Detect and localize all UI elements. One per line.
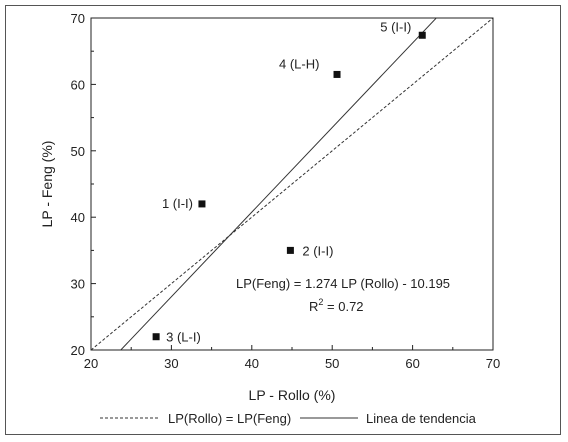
point-label: 1 (I-I) [162,196,193,211]
r-squared: R2 = 0.72 [309,297,364,314]
r2-base: R [309,299,318,314]
point-label: 5 (I-I) [380,19,411,34]
y-tick-label: 20 [71,343,85,358]
legend-label-equality: LP(Rollo) = LP(Feng) [168,411,291,426]
x-tick-label: 40 [245,356,259,371]
data-point [333,70,341,78]
trend-equation: LP(Feng) = 1.274 LP (Rollo) - 10.195 [236,276,450,291]
point-label: 4 (L-H) [279,56,319,71]
equality-line [91,18,493,350]
y-tick-label: 30 [71,277,85,292]
y-axis-title: LP - Feng (%) [39,141,55,228]
y-tick-label: 70 [71,11,85,26]
data-point [418,31,426,39]
r2-value: = 0.72 [323,299,363,314]
y-tick-label: 60 [71,77,85,92]
x-tick-label: 30 [164,356,178,371]
legend-label-trend: Linea de tendencia [366,411,477,426]
x-tick-label: 20 [84,356,98,371]
x-axis-title: LP - Rollo (%) [249,387,336,403]
data-point [198,200,206,208]
trend-line [120,18,437,350]
y-tick-label: 50 [71,144,85,159]
y-tick-label: 40 [71,210,85,225]
data-point [286,246,294,254]
point-label: 2 (I-I) [302,243,333,258]
figure-frame [5,5,561,435]
point-label: 3 (L-I) [166,330,201,345]
x-tick-label: 70 [486,356,500,371]
legend: LP(Rollo) = LP(Feng) Linea de tendencia [100,411,477,426]
data-point [152,333,160,341]
r2-superscript: 2 [318,297,323,307]
x-tick-label: 60 [405,356,419,371]
x-tick-label: 50 [325,356,339,371]
